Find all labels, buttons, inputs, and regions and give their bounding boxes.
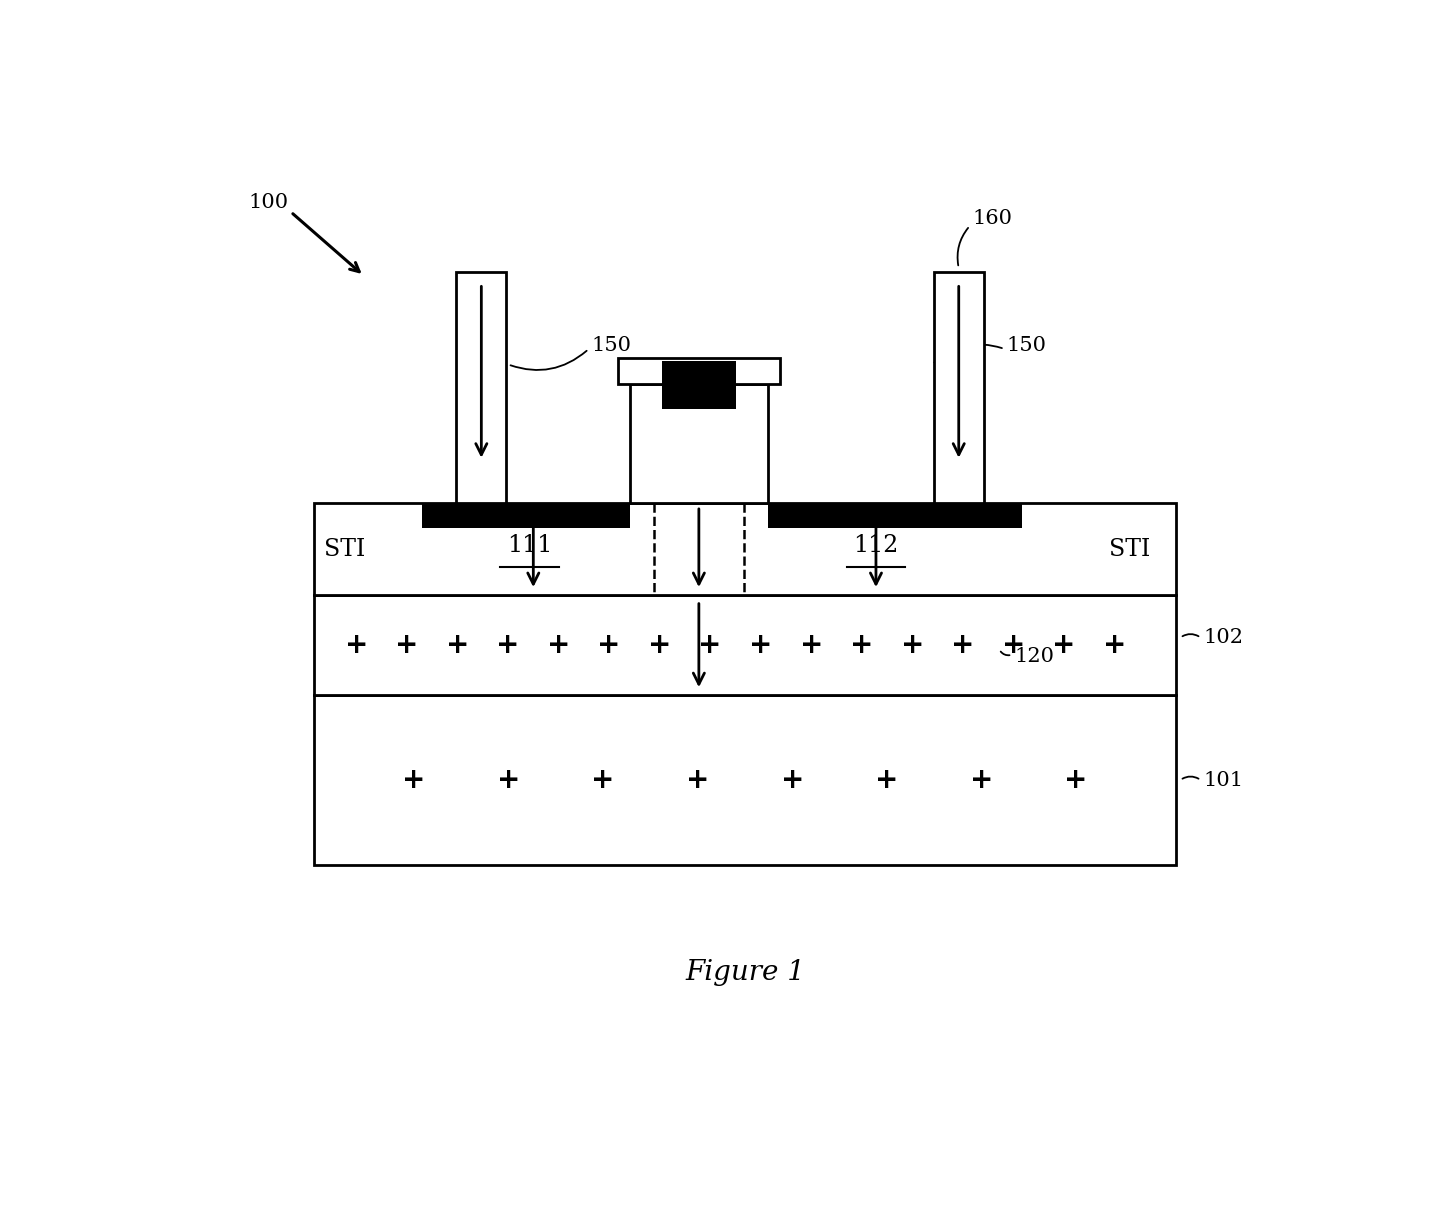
Text: +: + <box>1104 631 1126 659</box>
Text: 112: 112 <box>854 534 898 557</box>
Bar <box>456 272 507 503</box>
Bar <box>314 595 1177 696</box>
Text: +: + <box>1002 631 1025 659</box>
Text: +: + <box>901 631 924 659</box>
Bar <box>314 503 1177 595</box>
Text: +: + <box>749 631 772 659</box>
Text: +: + <box>970 766 993 794</box>
Text: STI: STI <box>1109 538 1151 561</box>
Text: 160: 160 <box>971 209 1012 227</box>
Text: +: + <box>497 766 521 794</box>
Text: 102: 102 <box>1203 628 1243 647</box>
Bar <box>630 384 768 503</box>
Text: +: + <box>686 766 709 794</box>
Text: +: + <box>591 766 614 794</box>
Text: 120: 120 <box>1015 647 1055 666</box>
Text: +: + <box>547 631 570 659</box>
Text: +: + <box>875 766 898 794</box>
Text: +: + <box>344 631 367 659</box>
Text: +: + <box>395 631 419 659</box>
Text: +: + <box>497 631 519 659</box>
Text: +: + <box>446 631 469 659</box>
Text: +: + <box>781 766 804 794</box>
Text: STI: STI <box>324 538 366 561</box>
Bar <box>422 503 630 528</box>
Text: Figure 1: Figure 1 <box>684 959 805 986</box>
Text: 111: 111 <box>507 534 552 557</box>
Text: +: + <box>1065 766 1088 794</box>
Bar <box>618 358 779 384</box>
Bar <box>662 361 736 409</box>
Text: +: + <box>699 631 722 659</box>
Text: 150: 150 <box>591 335 631 354</box>
Text: +: + <box>1052 631 1076 659</box>
Text: +: + <box>649 631 672 659</box>
Text: +: + <box>951 631 974 659</box>
Text: 101: 101 <box>1203 771 1243 789</box>
Text: +: + <box>597 631 621 659</box>
Bar <box>768 503 1022 528</box>
Text: 150: 150 <box>1007 335 1048 354</box>
Bar <box>314 696 1177 864</box>
Text: +: + <box>850 631 874 659</box>
Text: +: + <box>402 766 426 794</box>
Text: 100: 100 <box>248 193 288 212</box>
Text: +: + <box>799 631 822 659</box>
Bar <box>934 272 984 503</box>
